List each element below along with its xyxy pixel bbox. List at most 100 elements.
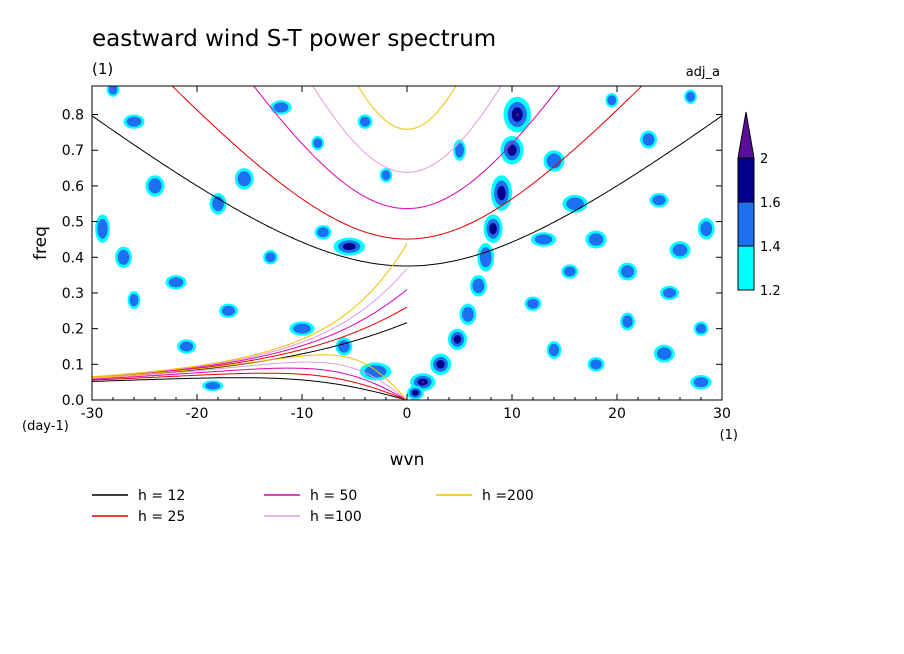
power-blob (123, 114, 145, 129)
power-blob (500, 135, 524, 165)
contour-level (672, 243, 688, 257)
power-blob (697, 218, 715, 240)
contour-level (342, 243, 356, 251)
power-blob (234, 168, 254, 190)
colorbar-label: 1.4 (760, 240, 781, 255)
curve-branch (92, 115, 722, 267)
legend-label: h = 12 (138, 488, 185, 504)
colorbar-extension (737, 111, 755, 159)
x-tick-label: 0 (403, 406, 412, 422)
contour-level (507, 144, 517, 156)
power-blob (333, 237, 365, 256)
contour-level (700, 221, 713, 237)
y-tick-label: 0.1 (62, 357, 84, 373)
contour-level (97, 218, 108, 239)
power-blob (95, 214, 110, 244)
chart-title: eastward wind S-T power spectrum (92, 26, 496, 52)
contour-level (126, 116, 142, 127)
contour-level (148, 178, 162, 194)
dispersion-curve (92, 115, 722, 400)
power-blob (684, 89, 697, 104)
contour-level (620, 265, 635, 278)
y-tick-label: 0.5 (62, 215, 84, 231)
power-blob (605, 93, 619, 108)
power-blob (379, 168, 393, 183)
contour-level (462, 306, 474, 322)
power-blob (483, 214, 503, 244)
contour-level (436, 360, 445, 369)
power-blob (115, 246, 132, 268)
power-blob (620, 312, 635, 331)
legend-label: h =200 (482, 488, 534, 504)
x-axis: -30 -20 -10 0 10 20 30 (81, 86, 731, 422)
contour-level (622, 315, 633, 328)
power-blob (209, 193, 227, 215)
curve-branch (92, 306, 408, 378)
power-blob (693, 321, 709, 336)
power-blob (459, 303, 477, 326)
contour-level (421, 380, 425, 384)
power-blob (587, 357, 605, 372)
contour-level (455, 142, 464, 158)
contour-level (590, 359, 602, 370)
curve-branch (92, 354, 408, 400)
contour-level (662, 287, 677, 298)
contour-level (129, 293, 139, 307)
contour-level (548, 343, 560, 357)
power-blob (543, 150, 565, 172)
colorbar-segment (737, 201, 755, 247)
power-blob (219, 303, 238, 318)
contour-level (652, 195, 666, 206)
power-blob (270, 100, 292, 115)
power-blob (145, 175, 165, 197)
contour-level (453, 335, 462, 344)
plot-area (92, 86, 722, 400)
colorbar-label: 1.6 (760, 196, 781, 211)
power-blob (640, 130, 657, 149)
power-blob (524, 296, 542, 311)
power-contours (95, 86, 715, 400)
x-tick-label: -10 (291, 406, 314, 422)
curve-branch (171, 86, 643, 240)
power-blob (447, 328, 467, 351)
power-blob (669, 241, 691, 260)
power-blob (106, 86, 120, 97)
contour-level (607, 95, 617, 106)
contour-level (412, 390, 419, 396)
curve-branch (92, 377, 408, 400)
contour-level (205, 381, 221, 390)
x-tick-label: 10 (503, 406, 521, 422)
curve-branch (357, 86, 457, 130)
contour-level (359, 116, 371, 127)
curve-branch (92, 243, 408, 378)
power-blob (289, 321, 315, 336)
contour-level (179, 341, 194, 352)
contour-level (695, 323, 707, 334)
x-unit-label: (1) (720, 428, 738, 443)
x-tick-label: -20 (186, 406, 209, 422)
dispersion-curve (92, 86, 722, 400)
contour-level (317, 227, 329, 238)
legend-label: h = 25 (138, 509, 185, 525)
colorbar-label: 1.2 (760, 284, 781, 299)
contour-level (108, 86, 118, 95)
power-blob (562, 194, 588, 213)
contour-level (497, 185, 506, 201)
contour-level (588, 233, 604, 246)
y-tick-label: 0.6 (62, 179, 84, 195)
x-tick-label: 30 (713, 406, 731, 422)
power-blob (585, 230, 607, 249)
case-label: adj_a (686, 65, 720, 80)
x-tick-label: 20 (608, 406, 626, 422)
power-blob (660, 285, 679, 301)
power-blob (311, 135, 325, 151)
power-blob (407, 385, 424, 400)
dispersion-curves (92, 86, 722, 400)
colorbar-segment (737, 245, 755, 291)
power-blob (561, 264, 579, 279)
power-blob (690, 375, 712, 390)
curve-branch (92, 367, 408, 400)
curve-branch (253, 86, 561, 210)
power-blob (470, 275, 487, 297)
y-axis: 0.0 0.1 0.2 0.3 0.4 0.5 0.6 0.7 0.8 (62, 108, 722, 409)
